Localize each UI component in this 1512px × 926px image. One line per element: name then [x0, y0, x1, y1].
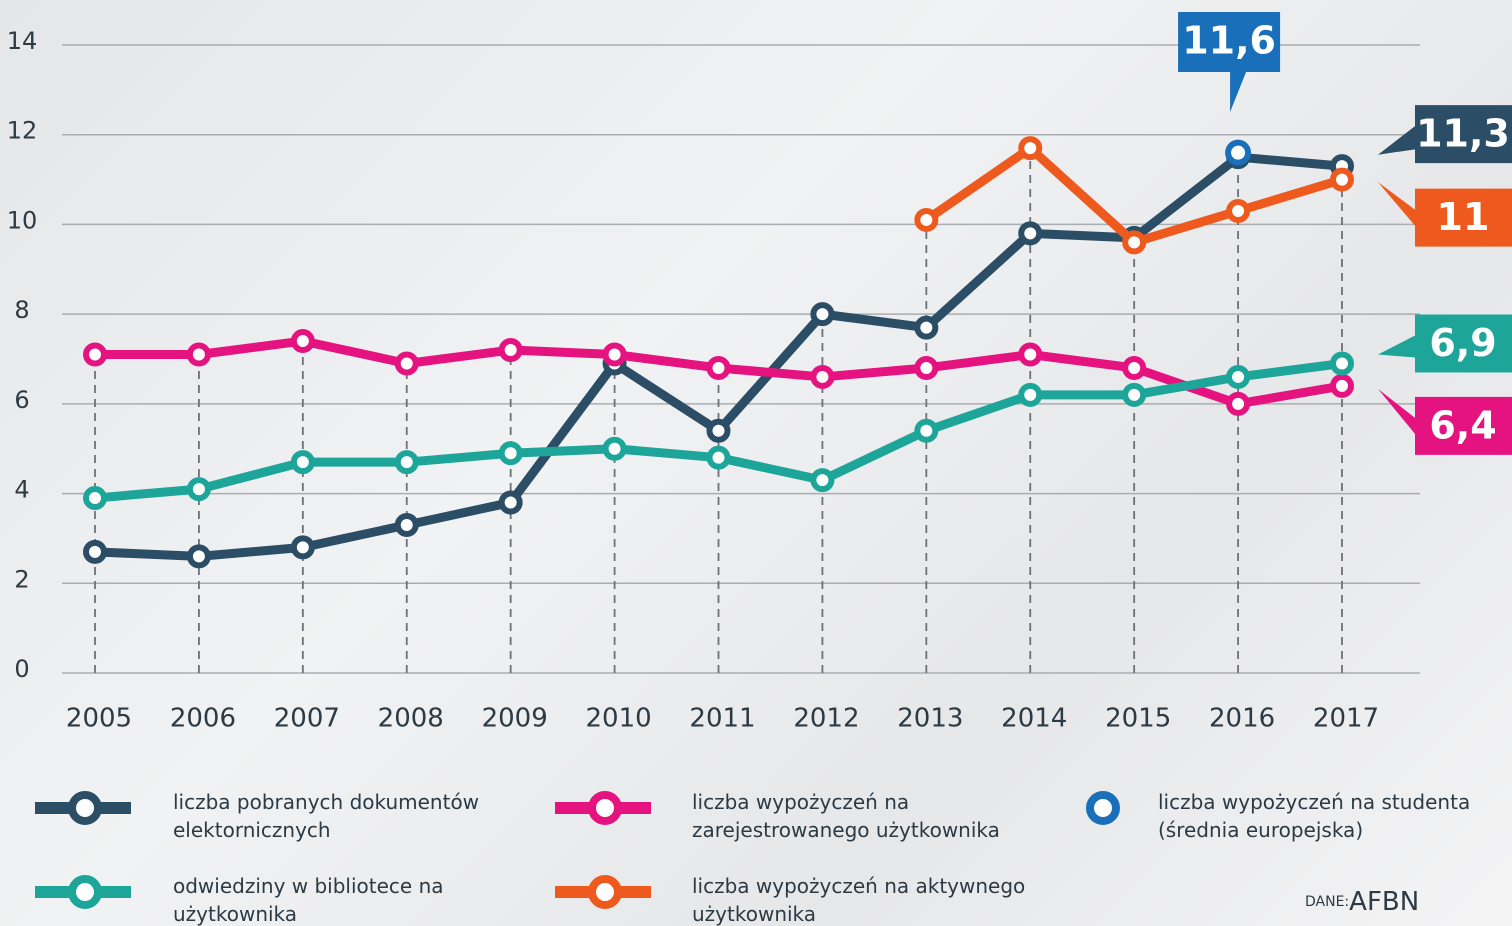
legend-label: liczba wypożyczeń na studenta (średnia e…: [1158, 788, 1508, 844]
point: [398, 516, 416, 534]
legend-label: liczba pobranych dokumentów elektorniczn…: [173, 788, 483, 844]
point: [710, 449, 728, 467]
value-label: 6,4: [1429, 403, 1496, 447]
point: [502, 444, 520, 462]
x-tick-label: 2009: [482, 704, 548, 734]
y-tick-label: 8: [14, 296, 29, 324]
point: [502, 341, 520, 359]
point: [1021, 346, 1039, 364]
point: [398, 354, 416, 372]
x-tick-label: 2010: [585, 704, 651, 734]
point: [710, 422, 728, 440]
point: [917, 422, 935, 440]
point: [502, 494, 520, 512]
x-tick-label: 2012: [793, 704, 859, 734]
y-tick-label: 4: [14, 476, 29, 504]
y-tick-label: 10: [7, 206, 38, 234]
point: [1021, 224, 1039, 242]
x-tick-label: 2011: [689, 704, 755, 734]
point: [813, 368, 831, 386]
point: [86, 346, 104, 364]
x-tick-label: 2008: [378, 704, 444, 734]
point: [190, 346, 208, 364]
legend-label: liczba wypożyczeń na zarejestrowanego uż…: [692, 788, 1052, 844]
x-tick-label: 2014: [1001, 704, 1067, 734]
legend-marker: [72, 795, 98, 821]
x-tick-label: 2005: [66, 704, 132, 734]
point: [1333, 171, 1351, 189]
point: [1021, 386, 1039, 404]
point: [813, 305, 831, 323]
point: [398, 453, 416, 471]
x-tick-label: 2016: [1209, 704, 1275, 734]
point: [917, 359, 935, 377]
point: [1228, 143, 1248, 163]
x-tick-label: 2007: [274, 704, 340, 734]
point: [1021, 139, 1039, 157]
value-label: 6,9: [1429, 321, 1496, 365]
source-label: DANE:: [1305, 894, 1349, 910]
y-tick-label: 2: [14, 565, 29, 593]
point: [190, 480, 208, 498]
legend-label: odwiedziny w bibliotece na użytkownika: [173, 872, 483, 926]
point: [1125, 359, 1143, 377]
legend-marker: [72, 879, 98, 905]
point: [917, 211, 935, 229]
y-tick-label: 0: [14, 655, 29, 683]
point: [190, 547, 208, 565]
point: [1229, 395, 1247, 413]
value-label: 11,3: [1416, 112, 1510, 156]
value-label: 11: [1437, 195, 1490, 239]
point: [1229, 202, 1247, 220]
point: [294, 538, 312, 556]
x-tick-label: 2006: [170, 704, 236, 734]
point: [917, 319, 935, 337]
point: [1333, 354, 1351, 372]
point: [1333, 377, 1351, 395]
point: [1125, 386, 1143, 404]
point: [813, 471, 831, 489]
page: 0 2 4 6 8 10 12 14 2005 2006 2007 2008 2009 2010 2011 2…: [0, 0, 1512, 926]
legend-marker: [1090, 795, 1116, 821]
y-tick-label: 12: [7, 117, 38, 145]
x-tick-label: 2015: [1105, 704, 1171, 734]
value-label: 11,6: [1182, 19, 1276, 63]
source-name: AFBN: [1349, 887, 1419, 917]
x-tick-label: 2017: [1313, 704, 1379, 734]
point: [606, 346, 624, 364]
y-tick-label: 6: [14, 386, 29, 414]
point: [710, 359, 728, 377]
point: [606, 440, 624, 458]
legend-label: liczba wypożyczeń na aktywnego użytkowni…: [692, 872, 1052, 926]
source: DANE:AFBN: [1305, 888, 1419, 917]
legend-marker: [592, 795, 618, 821]
point: [294, 453, 312, 471]
point: [1125, 233, 1143, 251]
x-tick-label: 2013: [897, 704, 963, 734]
point: [1229, 368, 1247, 386]
legend-marker: [592, 879, 618, 905]
point: [86, 543, 104, 561]
y-tick-label: 14: [7, 27, 38, 55]
point: [294, 332, 312, 350]
point: [86, 489, 104, 507]
